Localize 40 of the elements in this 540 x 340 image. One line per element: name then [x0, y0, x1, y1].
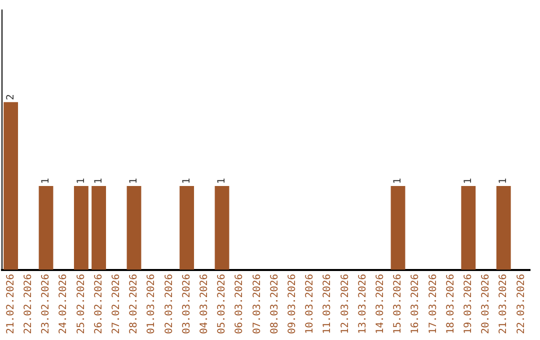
x-tick-label: 04.03.2026 — [198, 274, 210, 334]
data-label: 2 — [5, 94, 16, 100]
x-tick-label: 25.02.2026 — [76, 274, 87, 334]
data-label: 1 — [93, 178, 104, 184]
x-tick-label: 15.03.2026 — [392, 274, 404, 334]
x-tick-label: 12.03.2026 — [340, 274, 351, 334]
x-tick-label: 10.03.2026 — [304, 274, 316, 334]
data-label: 1 — [462, 178, 474, 184]
x-tick-label: 07.03.2026 — [252, 274, 263, 334]
data-label: 1 — [40, 178, 52, 184]
x-tick-label: 05.03.2026 — [216, 274, 228, 334]
data-label: 1 — [498, 178, 510, 184]
data-label: 1 — [216, 178, 228, 184]
x-tick-label: 06.03.2026 — [234, 274, 246, 334]
x-tick-label: 14.03.2026 — [374, 274, 386, 334]
x-tick-label: 22.03.2026 — [516, 274, 527, 334]
x-tick-label: 17.03.2026 — [428, 274, 439, 334]
x-tick-label: 21.02.2026 — [5, 274, 16, 334]
x-tick-label: 03.03.2026 — [181, 274, 192, 334]
x-tick-label: 18.03.2026 — [445, 274, 456, 334]
x-tick-label: 22.02.2026 — [22, 274, 34, 334]
x-tick-label: 13.03.2026 — [357, 274, 368, 334]
x-tick-label: 20.03.2026 — [480, 274, 492, 334]
x-tick-label: 21.03.2026 — [498, 274, 510, 334]
x-tick-label: 27.02.2026 — [110, 274, 122, 334]
x-tick-label: 19.03.2026 — [462, 274, 474, 334]
x-tick-label: 16.03.2026 — [410, 274, 422, 334]
x-tick-label: 24.02.2026 — [58, 274, 70, 334]
x-tick-label: 09.03.2026 — [286, 274, 298, 334]
x-tick-label: 02.03.2026 — [164, 274, 175, 334]
x-tick-label: 01.03.2026 — [146, 274, 158, 334]
x-tick-label: 11.03.2026 — [322, 274, 334, 334]
x-tick-label: 08.03.2026 — [269, 274, 280, 334]
data-label: 1 — [392, 178, 404, 184]
x-tick-label: 23.02.2026 — [40, 274, 52, 334]
data-label: 1 — [76, 178, 87, 184]
x-tick-label: 28.02.2026 — [128, 274, 140, 334]
data-label: 1 — [181, 178, 192, 184]
x-tick-label: 26.02.2026 — [93, 274, 104, 334]
data-label: 1 — [128, 178, 140, 184]
